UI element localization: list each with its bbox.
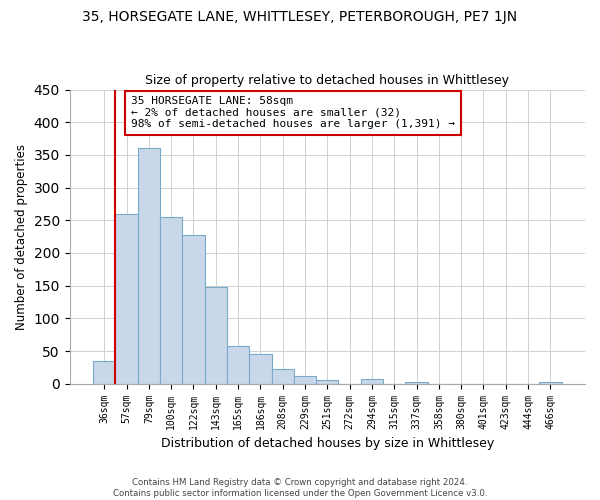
Y-axis label: Number of detached properties: Number of detached properties xyxy=(15,144,28,330)
Title: Size of property relative to detached houses in Whittlesey: Size of property relative to detached ho… xyxy=(145,74,509,87)
Bar xyxy=(93,361,115,384)
Bar xyxy=(182,236,205,384)
Text: Contains HM Land Registry data © Crown copyright and database right 2024.
Contai: Contains HM Land Registry data © Crown c… xyxy=(113,478,487,498)
Text: 35 HORSEGATE LANE: 58sqm
← 2% of detached houses are smaller (32)
98% of semi-de: 35 HORSEGATE LANE: 58sqm ← 2% of detache… xyxy=(131,96,455,130)
Bar xyxy=(115,214,137,384)
Text: 35, HORSEGATE LANE, WHITTLESEY, PETERBOROUGH, PE7 1JN: 35, HORSEGATE LANE, WHITTLESEY, PETERBOR… xyxy=(82,10,518,24)
Bar xyxy=(361,379,383,384)
Bar xyxy=(294,376,316,384)
Bar xyxy=(205,287,227,384)
Bar xyxy=(160,217,182,384)
Bar xyxy=(249,354,272,384)
Bar xyxy=(539,382,562,384)
Bar xyxy=(316,380,338,384)
Bar xyxy=(137,148,160,384)
Bar xyxy=(272,370,294,384)
X-axis label: Distribution of detached houses by size in Whittlesey: Distribution of detached houses by size … xyxy=(161,437,494,450)
Bar xyxy=(406,382,428,384)
Bar xyxy=(227,346,249,384)
